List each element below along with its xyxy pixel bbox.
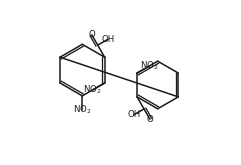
Text: OH: OH (127, 110, 140, 119)
Text: NO$_2$: NO$_2$ (140, 60, 158, 72)
Text: O: O (147, 115, 153, 124)
Text: O: O (88, 30, 95, 39)
Text: OH: OH (101, 35, 115, 44)
Text: NO$_2$: NO$_2$ (73, 103, 92, 116)
Text: NO$_2$: NO$_2$ (83, 84, 102, 96)
